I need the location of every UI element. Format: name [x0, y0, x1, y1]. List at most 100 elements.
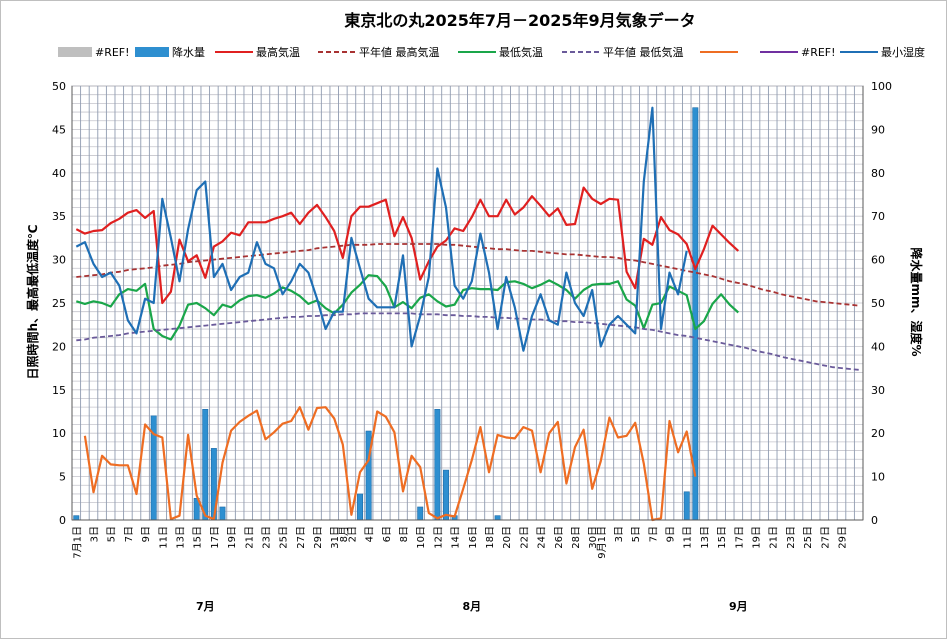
x-tick-label: 31日: [330, 526, 341, 549]
x-tick-label: 16日: [468, 526, 479, 549]
legend-label: #REF!: [801, 46, 836, 59]
x-tick-label: 4日: [365, 526, 376, 542]
x-tick-label: 7日: [124, 526, 135, 542]
x-tick-label: 8月: [338, 526, 350, 542]
rain-bar: [434, 409, 441, 521]
y-left-tick-label: 15: [52, 384, 66, 397]
x-tick-label: 21日: [244, 526, 255, 549]
rain-bar: [202, 409, 209, 521]
x-tick-label: 10日: [416, 526, 427, 549]
y-right-tick-label: 20: [871, 427, 885, 440]
month-label: 8月: [462, 600, 481, 613]
x-tick-label: 9日: [666, 526, 677, 542]
x-tick-label: 19日: [752, 526, 763, 549]
y-right-tick-label: 0: [871, 514, 878, 527]
x-tick-label: 17日: [734, 526, 745, 549]
x-tick-label: 23日: [786, 526, 797, 549]
legend-swatch: [58, 47, 92, 57]
x-tick-label: 15日: [193, 526, 204, 549]
y-right-tick-label: 60: [871, 254, 885, 267]
y-left-tick-label: 45: [52, 123, 66, 136]
x-tick-label: 7月1日: [71, 526, 83, 559]
y-right-tick-label: 10: [871, 471, 885, 484]
legend-label: 最高気温: [256, 45, 300, 59]
x-tick-label: 9月1日: [596, 526, 608, 559]
y-left-tick-label: 30: [52, 254, 66, 267]
x-tick-label: 24日: [537, 526, 548, 549]
x-tick-label: 27日: [820, 526, 831, 549]
legend-swatch: [135, 47, 169, 57]
x-tick-label: 18日: [485, 526, 496, 549]
x-tick-label: 14日: [451, 526, 462, 549]
legend-label: 平年値 最低気温: [603, 45, 684, 59]
x-tick-label: 30日: [588, 526, 599, 549]
y-left-tick-label: 50: [52, 80, 66, 93]
x-tick-label: 12日: [433, 526, 444, 549]
x-tick-label: 7日: [648, 526, 659, 542]
y-left-tick-label: 0: [59, 514, 66, 527]
y-axis-left-label: 日照時間h、最高最低温度℃: [25, 224, 40, 379]
y-left-tick-label: 40: [52, 167, 66, 180]
legend-label: 降水量: [172, 45, 205, 59]
x-tick-label: 5日: [631, 526, 642, 542]
y-axis-right-label: 降水量mm、湿度%: [909, 247, 924, 356]
rain-bar: [417, 506, 424, 521]
legend-label: 平年値 最高気温: [359, 45, 440, 59]
rain-bar: [357, 493, 363, 521]
y-right-tick-label: 90: [871, 123, 885, 136]
x-tick-label: 17日: [210, 526, 221, 549]
month-label: 9月: [729, 600, 748, 613]
x-tick-label: 29日: [838, 526, 849, 549]
x-tick-label: 11日: [683, 526, 694, 549]
x-tick-label: 5日: [107, 526, 118, 542]
y-left-tick-label: 25: [52, 297, 66, 310]
x-tick-label: 22日: [519, 526, 530, 549]
axes: 0 5 10 15 20 25 30 35 40 45 50 0 10 20 30 40 50 60 70 80 90 1…: [52, 80, 892, 613]
x-tick-label: 3日: [89, 526, 100, 542]
y-left-tick-label: 35: [52, 210, 66, 223]
series-line: [76, 312, 859, 371]
x-tick-label: 6日: [382, 526, 393, 542]
y-right-tick-label: 40: [871, 340, 885, 353]
rain-bar: [73, 515, 80, 521]
x-tick-label: 9日: [141, 526, 152, 542]
x-tick-label: 23日: [261, 526, 272, 549]
x-tick-label: 3日: [614, 526, 625, 542]
y-left-tick-label: 10: [52, 427, 66, 440]
x-tick-label: 8日: [399, 526, 410, 542]
rain-bar: [683, 491, 690, 521]
month-label: 7月: [196, 600, 215, 613]
x-tick-label: 2日: [347, 526, 358, 542]
rain-bar: [494, 515, 501, 521]
chart-title: 東京北の丸2025年7月－2025年9月気象データ: [344, 11, 695, 30]
x-tick-label: 11日: [158, 526, 169, 549]
rain-bar: [692, 107, 699, 521]
x-tick-label: 25日: [803, 526, 814, 549]
x-tick-label: 15日: [717, 526, 728, 549]
legend-label: 最低気温: [499, 45, 543, 59]
y-right-tick-label: 30: [871, 384, 885, 397]
legend-label: 最小湿度: [881, 45, 925, 59]
y-right-tick-label: 80: [871, 167, 885, 180]
series-line: [75, 106, 688, 352]
y-right-tick-label: 50: [871, 297, 885, 310]
series-lines: [75, 106, 859, 522]
series-line: [75, 186, 740, 305]
x-tick-label: 26日: [554, 526, 565, 549]
x-tick-label: 19日: [227, 526, 238, 549]
legend: #REF! 降水量 最高気温 平年値 最高気温 最低気温 平年値 最低気温 #REF! 最小湿…: [58, 45, 925, 59]
x-tick-label: 13日: [700, 526, 711, 549]
y-left-tick-label: 5: [59, 471, 66, 484]
x-tick-label: 25日: [279, 526, 290, 549]
y-right-tick-label: 100: [871, 80, 892, 93]
x-tick-label: 27日: [296, 526, 307, 549]
series-line: [76, 243, 859, 307]
rain-bar: [219, 506, 226, 521]
y-right-tick-label: 70: [871, 210, 885, 223]
legend-label: #REF!: [95, 46, 130, 59]
y-left-tick-label: 20: [52, 340, 66, 353]
x-tick-label: 28日: [571, 526, 582, 549]
x-tick-label: 21日: [769, 526, 780, 549]
rain-bar: [443, 469, 449, 521]
